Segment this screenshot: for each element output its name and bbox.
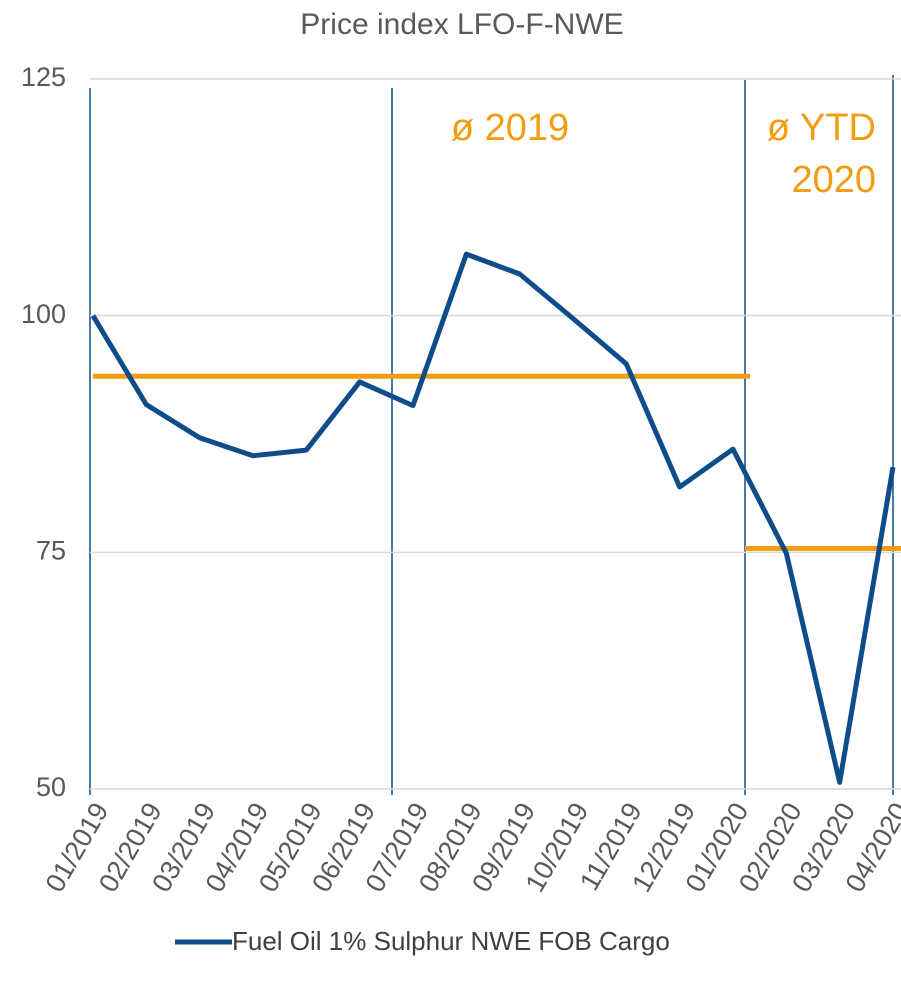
separators (89, 75, 894, 795)
y-tick-label: 50 (36, 772, 66, 802)
annotation: ø YTD (767, 107, 876, 149)
legend-label: Fuel Oil 1% Sulphur NWE FOB Cargo (232, 926, 670, 956)
annotation: ø 2019 (451, 107, 569, 149)
series-line (90, 251, 896, 785)
y-tick-label: 75 (36, 535, 66, 565)
chart-title: Price index LFO-F-NWE (300, 8, 623, 41)
y-tick-label: 100 (21, 299, 66, 329)
annotation: 2020 (791, 159, 876, 201)
y-tick-label: 125 (21, 62, 66, 92)
